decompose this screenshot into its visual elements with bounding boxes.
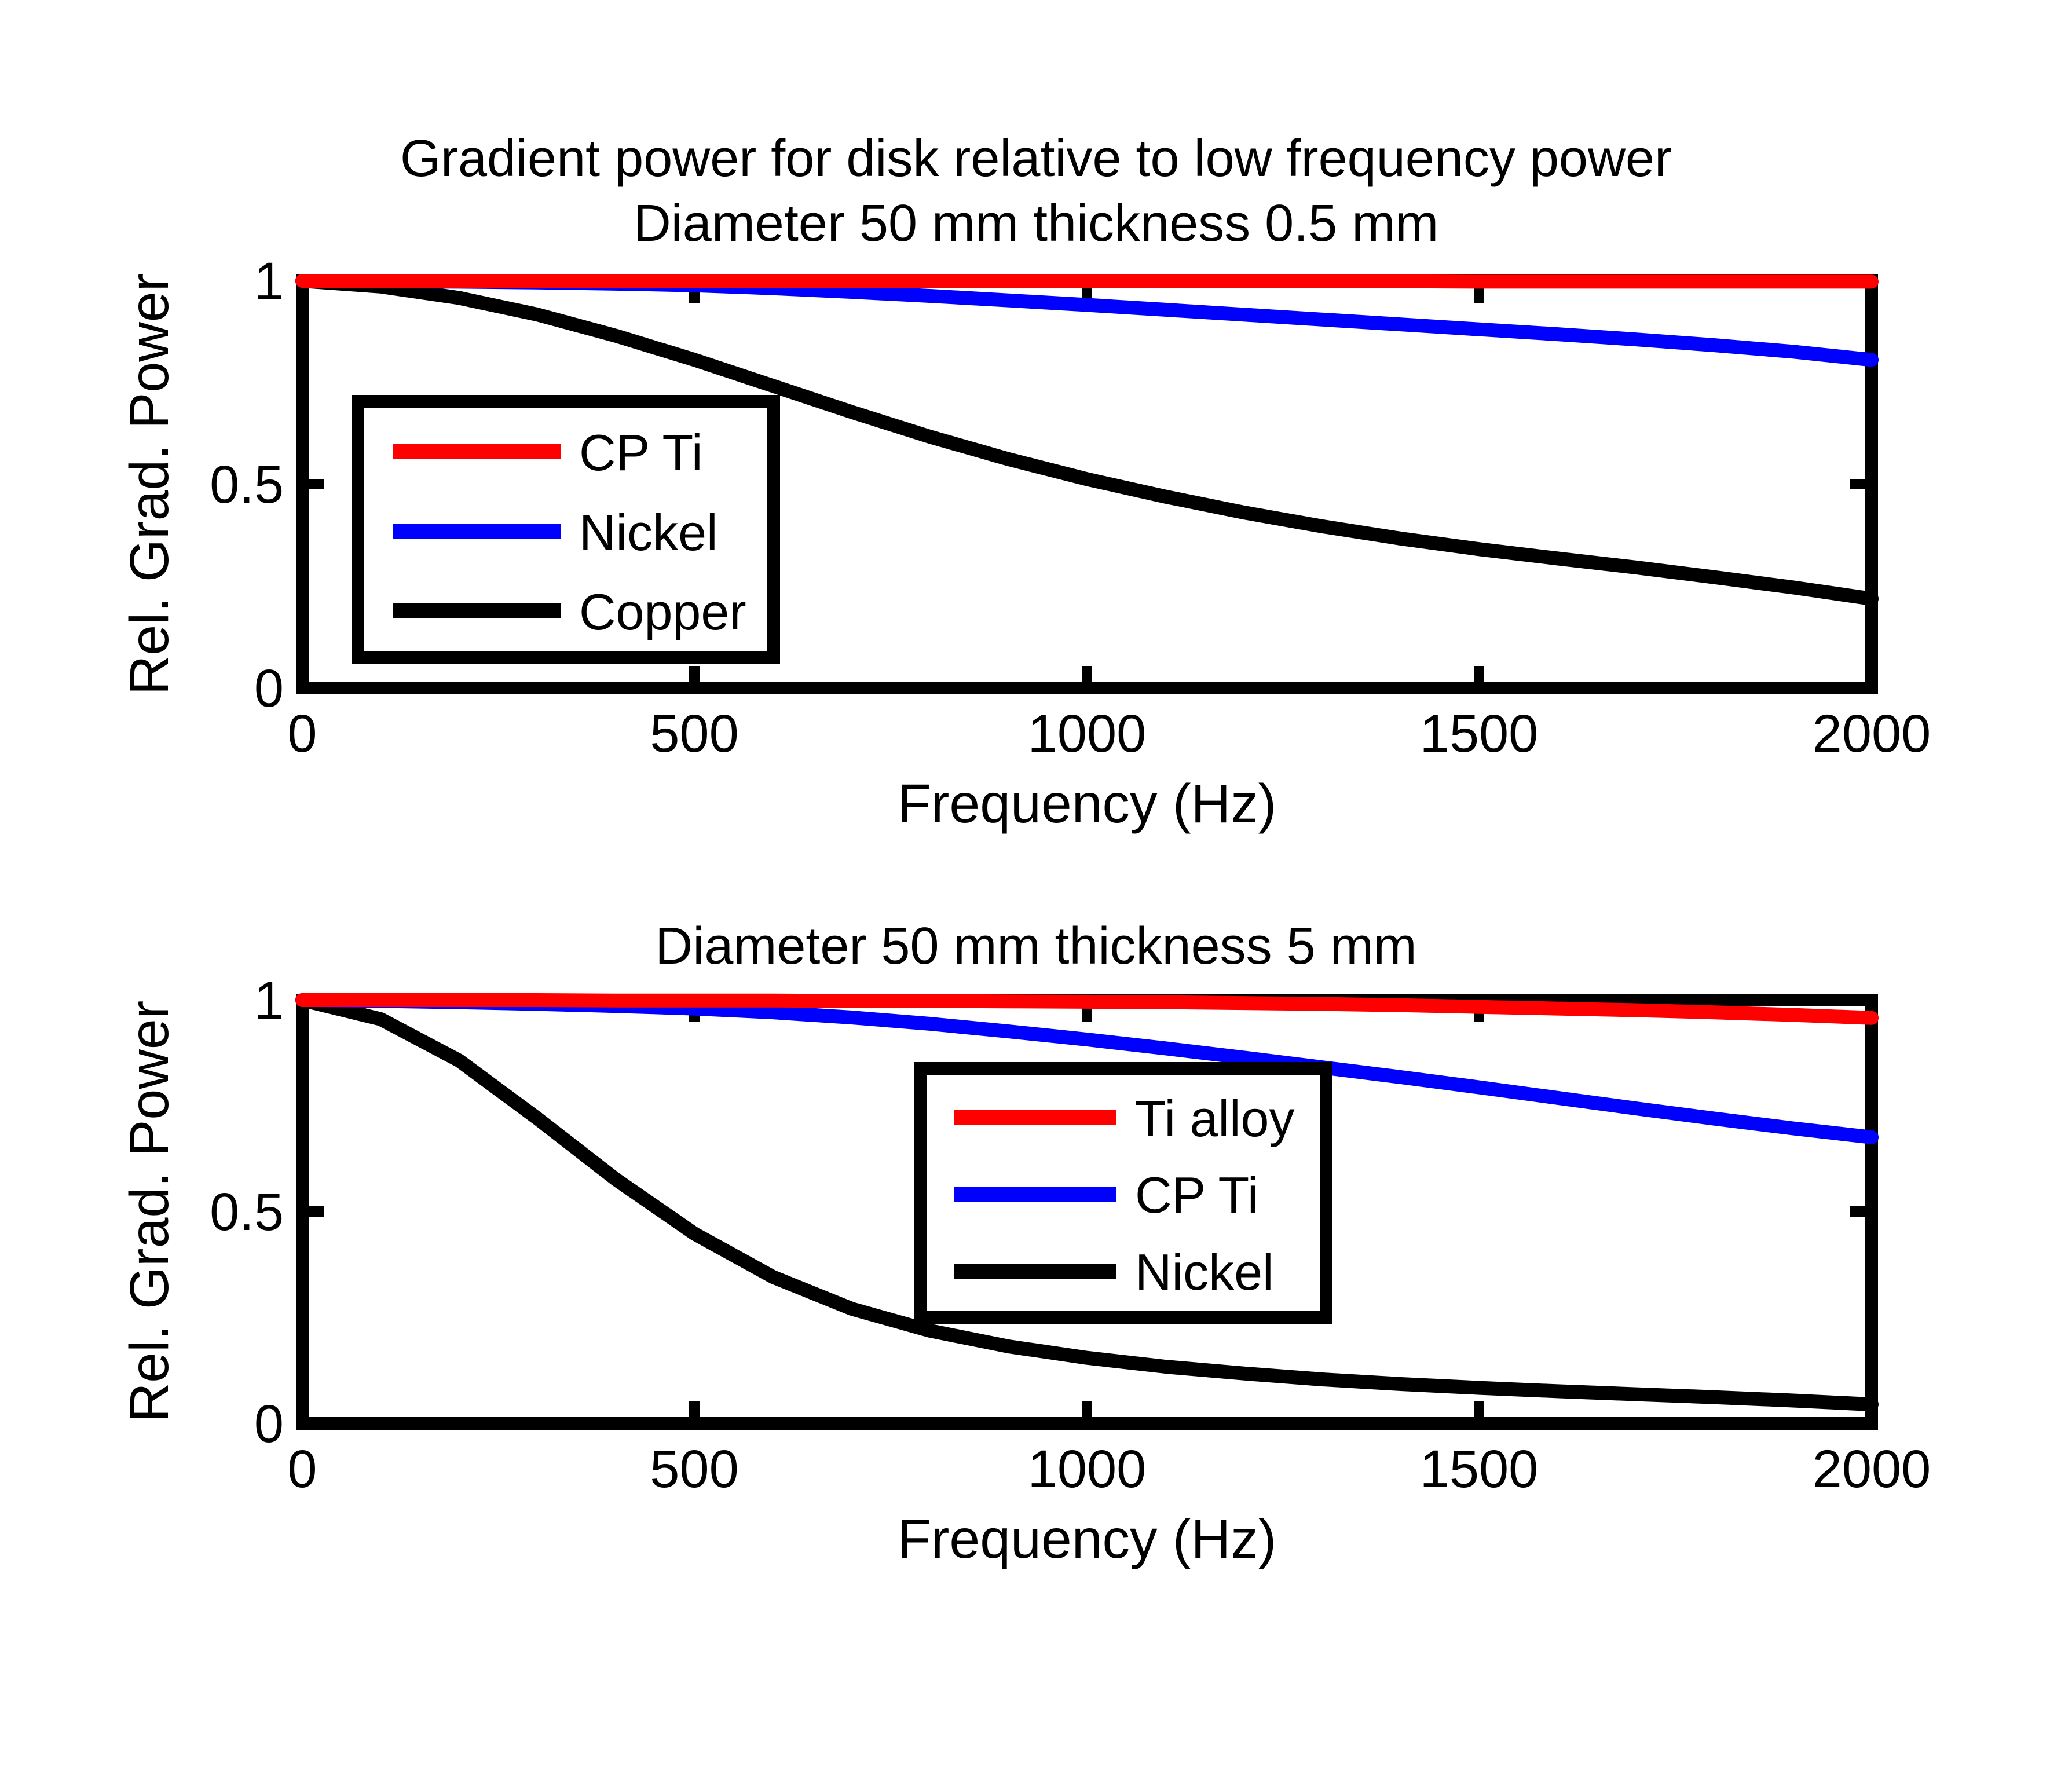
series-line-nickel-2 [295, 993, 1879, 1412]
series-group-top [295, 274, 1879, 606]
x-tick-label-1500-bottom: 1500 [1420, 1440, 1539, 1499]
y-tick-label-1-bottom: 1 [254, 971, 284, 1030]
y-axis-label-top: Rel. Grad. Power [119, 273, 180, 696]
plot-area-bottom: 0 0.5 1 0 500 1000 1500 2000 Frequency (… [119, 971, 1931, 1570]
x-axis-label-bottom: Frequency (Hz) [898, 1509, 1277, 1570]
y-tick-label-1-top: 1 [254, 252, 284, 311]
legend-label-nickel-2: Nickel [1135, 1243, 1274, 1301]
figure-title: Gradient power for disk relative to low … [0, 126, 2072, 256]
legend-label-tialloy: Ti alloy [1135, 1090, 1294, 1147]
figure-title-line2: Diameter 50 mm thickness 0.5 mm [633, 195, 1439, 252]
y-tick-label-05-top: 0.5 [210, 455, 284, 514]
y-tick-label-0-top: 0 [254, 659, 284, 718]
series-line-tialloy-2 [295, 993, 1879, 1025]
x-tick-label-500-bottom: 500 [650, 1440, 739, 1499]
legend-top[interactable]: CP Ti Nickel Copper [352, 395, 780, 664]
x-tick-label-1000-top: 1000 [1028, 704, 1147, 763]
legend-label-copper: Copper [579, 583, 746, 640]
legend-label-nickel: Nickel [579, 504, 718, 561]
chart-panel-bottom: Diameter 50 mm thickness 5 mm [0, 863, 2072, 1768]
panel2-title: Diameter 50 mm thickness 5 mm [0, 914, 2072, 979]
plot-area-top: 0 0.5 1 0 500 1000 1500 2000 Frequency (… [119, 252, 1931, 834]
chart-panel-top: Gradient power for disk relative to low … [0, 0, 2072, 863]
legend-label-cpti: CP Ti [579, 424, 703, 481]
x-axis-ticks-top [297, 281, 1877, 688]
series-line-copper [295, 274, 1879, 606]
x-axis-label-top: Frequency (Hz) [898, 773, 1277, 834]
x-tick-label-1500-top: 1500 [1420, 704, 1539, 763]
y-tick-label-0-bottom: 0 [254, 1394, 284, 1454]
x-tick-label-500-top: 500 [650, 704, 739, 763]
y-axis-label-bottom: Rel. Grad. Power [119, 1001, 180, 1423]
panel2-title-line1: Diameter 50 mm thickness 5 mm [655, 917, 1417, 975]
x-tick-label-2000-bottom: 2000 [1813, 1440, 1931, 1499]
x-tick-label-2000-top: 2000 [1813, 704, 1931, 763]
series-group-bottom [295, 993, 1879, 1412]
x-tick-label-0-top: 0 [287, 704, 317, 763]
legend-label-cpti-2: CP Ti [1135, 1166, 1259, 1224]
figure-title-line1: Gradient power for disk relative to low … [400, 130, 1672, 188]
legend-bottom[interactable]: Ti alloy CP Ti Nickel [914, 1062, 1332, 1324]
y-tick-label-05-bottom: 0.5 [210, 1183, 284, 1242]
x-tick-label-0-bottom: 0 [287, 1440, 317, 1499]
x-tick-label-1000-bottom: 1000 [1028, 1440, 1147, 1499]
